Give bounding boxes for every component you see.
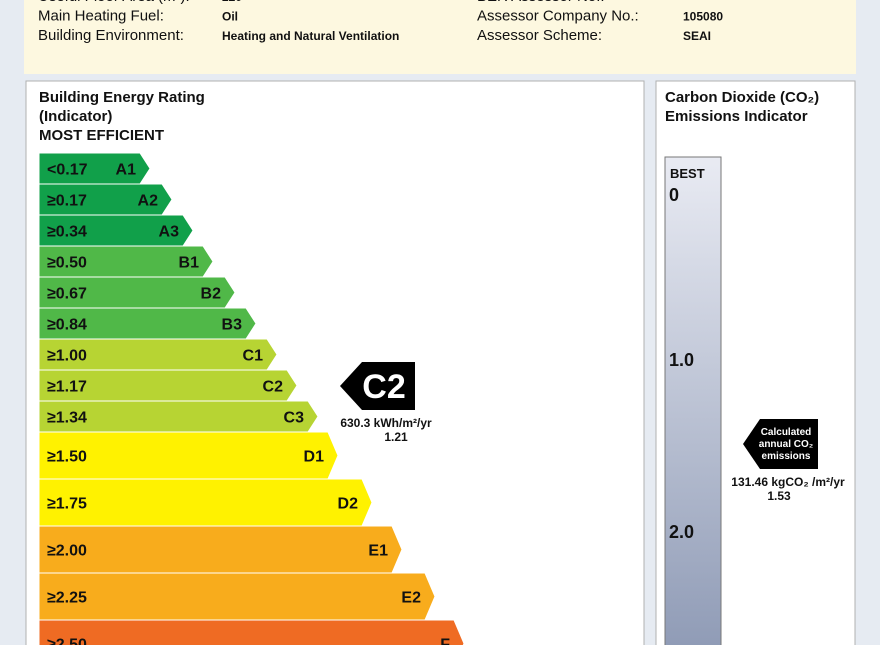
header-band <box>24 0 856 74</box>
ber-value: 630.3 kWh/m²/yr <box>340 416 432 430</box>
ber-band <box>38 214 194 247</box>
ber-band <box>38 245 214 278</box>
band-label: ≥2.00 <box>47 543 87 560</box>
ber-band <box>38 572 436 621</box>
ber-band <box>38 183 173 216</box>
ber-title: MOST EFFICIENT <box>39 127 164 144</box>
header-label: Assessor Scheme: <box>477 27 602 44</box>
co2-arrow-text: Calculated <box>761 427 812 438</box>
ber-band <box>38 525 403 574</box>
co2-best: BEST <box>670 166 705 181</box>
co2-scale: 0 <box>669 185 679 205</box>
band-label: ≥1.50 <box>47 449 87 466</box>
header-value: 105080 <box>683 10 723 24</box>
band-grade: B1 <box>179 255 200 272</box>
band-label: ≥0.67 <box>47 286 87 303</box>
ber-band <box>38 478 373 527</box>
band-grade: F <box>440 637 450 645</box>
header-label: Assessor Company No.: <box>477 8 639 25</box>
ber-title: (Indicator) <box>39 108 112 125</box>
ber-band <box>38 152 151 185</box>
band-grade: C1 <box>243 348 264 365</box>
band-grade: C2 <box>263 379 284 396</box>
header-value: Oil <box>222 10 238 24</box>
co2-arrow-text: annual CO₂ <box>759 439 813 450</box>
co2-index: 1.53 <box>767 489 791 503</box>
band-grade: B2 <box>201 286 222 303</box>
band-grade: D2 <box>338 496 359 513</box>
band-grade: E2 <box>401 590 421 607</box>
band-grade: D1 <box>304 449 325 466</box>
co2-scale: 2.0 <box>669 522 694 542</box>
ber-index: 1.21 <box>384 430 408 444</box>
band-label: ≥1.75 <box>47 496 87 513</box>
ber-arrow <box>340 362 415 410</box>
ber-band <box>38 431 339 480</box>
header-label: BER Assessor No.: <box>477 0 605 5</box>
band-label: ≥2.25 <box>47 590 87 607</box>
band-label: ≥0.84 <box>47 317 87 334</box>
co2-title: Carbon Dioxide (CO₂) <box>665 89 819 106</box>
band-grade: A2 <box>138 193 159 210</box>
band-label: ≥0.17 <box>47 193 87 210</box>
band-grade: B3 <box>222 317 243 334</box>
header-value: 220 <box>222 0 242 4</box>
ber-band <box>38 276 236 309</box>
ber-band <box>38 338 278 371</box>
co2-arrow-text: emissions <box>762 451 811 462</box>
band-grade: C3 <box>284 410 305 427</box>
ber-band <box>38 400 319 433</box>
band-grade: A3 <box>159 224 180 241</box>
band-label: ≥1.17 <box>47 379 87 396</box>
co2-bar <box>664 156 722 645</box>
band-grade: A1 <box>116 162 137 179</box>
co2-scale: 1.0 <box>669 350 694 370</box>
band-label: <0.17 <box>47 162 88 179</box>
ber-band <box>38 369 298 402</box>
header-value: Heating and Natural Ventilation <box>222 29 399 43</box>
band-label: ≥2.50 <box>47 637 87 645</box>
header-label: Useful Floor Area (m²): <box>38 0 190 5</box>
ber-band <box>38 307 257 340</box>
co2-value: 131.46 kgCO₂ /m²/yr <box>731 475 845 489</box>
co2-arrow <box>743 419 818 469</box>
ber-band <box>38 619 465 645</box>
ber-title: Building Energy Rating <box>39 89 205 106</box>
header-label: Main Heating Fuel: <box>38 8 164 25</box>
co2-title: Emissions Indicator <box>665 108 808 125</box>
band-label: ≥1.34 <box>47 410 87 427</box>
header-value: SEAI <box>683 29 711 43</box>
band-grade: E1 <box>368 543 388 560</box>
band-label: ≥0.34 <box>47 224 87 241</box>
header-label: Building Environment: <box>38 27 184 44</box>
ber-grade: C2 <box>362 368 405 406</box>
band-label: ≥1.00 <box>47 348 87 365</box>
band-label: ≥0.50 <box>47 255 87 272</box>
